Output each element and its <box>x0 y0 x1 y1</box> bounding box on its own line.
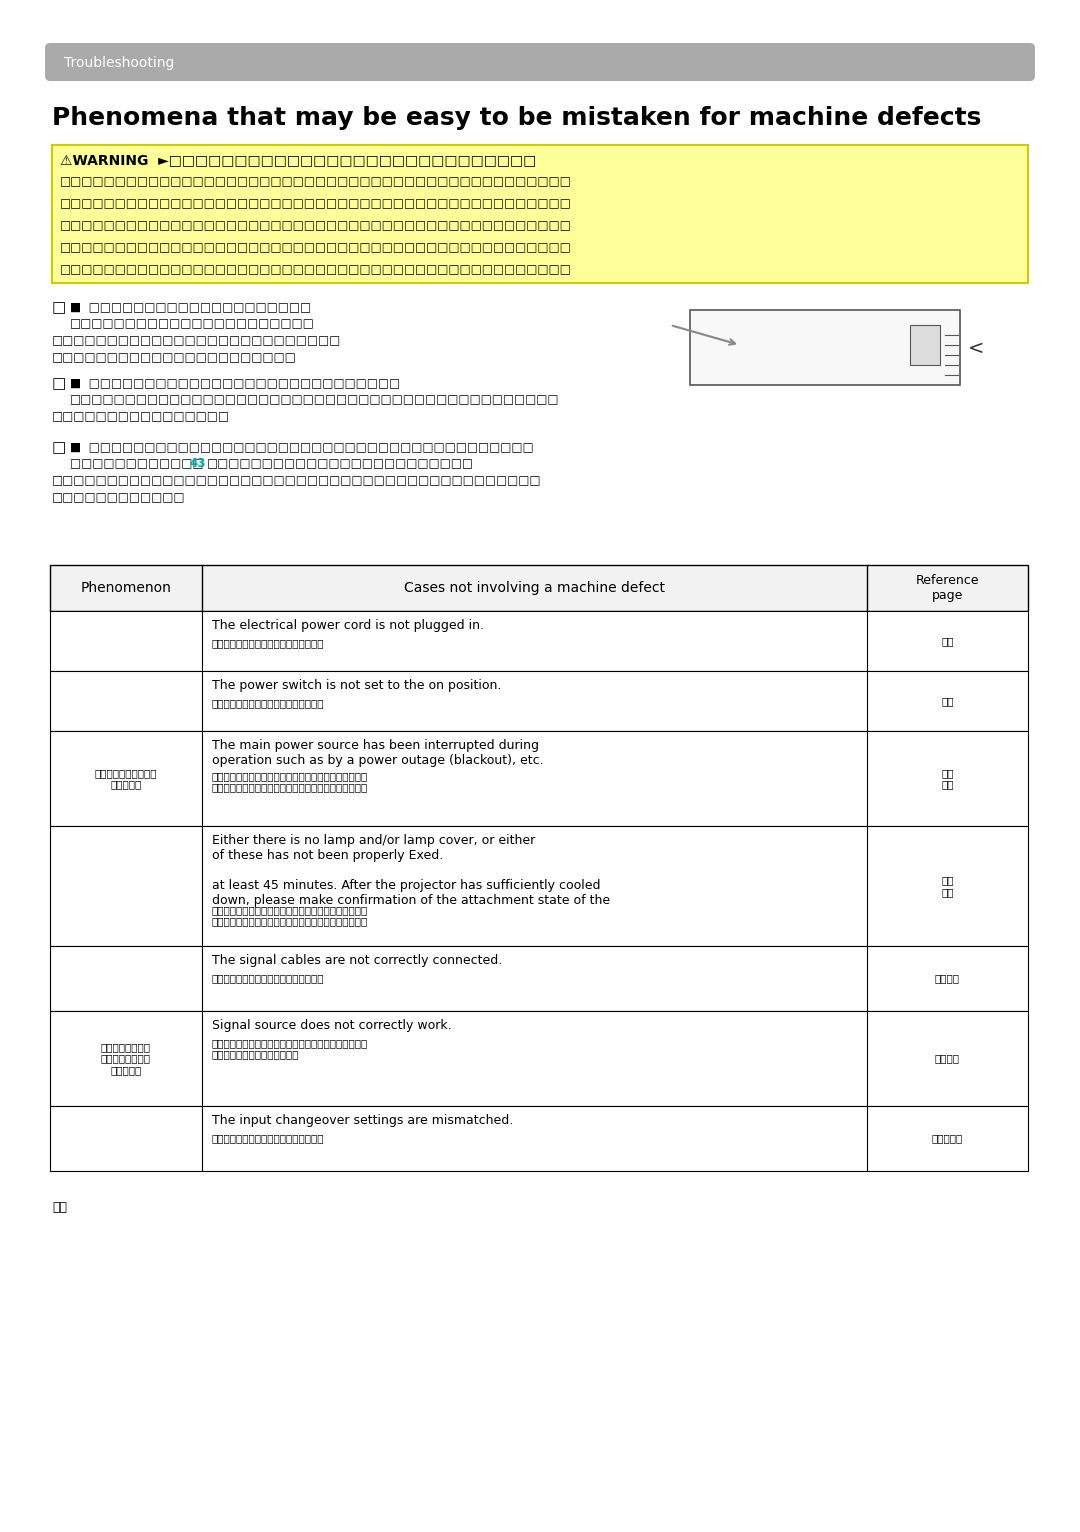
Text: The main power source has been interrupted during
operation such as by a power o: The main power source has been interrupt… <box>212 738 543 768</box>
Text: □□□□□□□□□□□□□□□□: □□□□□□□□□□□□□□□□ <box>52 411 230 423</box>
Bar <box>50 826 1028 945</box>
Text: 43: 43 <box>189 457 205 470</box>
Text: The signal cables are not correctly connected.: The signal cables are not correctly conn… <box>212 954 502 967</box>
Text: □□□□□□□□□□□□□□□□□□□□□□□□□□□□□□□□□□□□□□□□□□□□□□: □□□□□□□□□□□□□□□□□□□□□□□□□□□□□□□□□□□□□□□□… <box>60 198 571 210</box>
Bar <box>50 671 1028 731</box>
Bar <box>50 565 1028 611</box>
Text: Troubleshooting: Troubleshooting <box>64 57 174 70</box>
Text: □□□□□□□□□□□□□□□□□□□□□□: □□□□□□□□□□□□□□□□□□□□□□ <box>70 317 314 329</box>
Text: □: □ <box>52 300 66 316</box>
Text: ⚠WARNING  ►□□□□□□□□□□□□□□□□□□□□□□□□□□□□: ⚠WARNING ►□□□□□□□□□□□□□□□□□□□□□□□□□□□□ <box>60 153 537 167</box>
Text: Phenomena that may be easy to be mistaken for machine defects: Phenomena that may be easy to be mistake… <box>52 106 982 130</box>
Text: <: < <box>968 339 984 357</box>
FancyBboxPatch shape <box>45 43 1035 81</box>
Text: □□□□□□□□□□□□□□□□□□□□□□□□□□□□□□□□□□□□□□□□□□□□□□: □□□□□□□□□□□□□□□□□□□□□□□□□□□□□□□□□□□□□□□□… <box>60 264 571 276</box>
Text: Either there is no lamp and/or lamp cover, or either
of these has not been prope: Either there is no lamp and/or lamp cove… <box>212 833 610 907</box>
Bar <box>50 1106 1028 1170</box>
Bar <box>50 945 1028 1011</box>
Text: The power switch is not set to the on position.: The power switch is not set to the on po… <box>212 679 501 692</box>
Text: □□□□□□□□□□□□: □□□□□□□□□□□□ <box>52 490 186 504</box>
Text: Reference
page: Reference page <box>916 574 980 602</box>
Bar <box>52 146 1028 283</box>
Text: □: □ <box>52 375 66 391</box>
Text: ■  □□□□□□□□□□□□□□□□□□□□□□□□□□□□□□□□□□□□□□□□: ■ □□□□□□□□□□□□□□□□□□□□□□□□□□□□□□□□□□□□□□… <box>70 440 534 453</box>
Text: □□□□□□□□□□□□□□□□□□□□□□: □□□□□□□□□□□□□□□□□□□□□□ <box>52 351 297 365</box>
Text: □□□□□□□□□□□□□□□□□□□□□□□□□□□□□□□□□□□□□□□□□□□□□□: □□□□□□□□□□□□□□□□□□□□□□□□□□□□□□□□□□□□□□□□… <box>60 175 571 188</box>
Text: □□□□□□□□□□□□□□□□□□□□□□□□□□□□□□□□□□□□□□□□□□□□□□: □□□□□□□□□□□□□□□□□□□□□□□□□□□□□□□□□□□□□□□□… <box>60 219 571 231</box>
Text: □□□□□□□□□□□□□□□□□□□□□□□□: □□□□□□□□□□□□□□□□□□□□□□□□ <box>207 457 474 470</box>
Text: ■  □□□□□□□□□□□□□□□□□□□□□□□□□□□□: ■ □□□□□□□□□□□□□□□□□□□□□□□□□□□□ <box>70 375 400 389</box>
Text: Signal source does not correctly work.: Signal source does not correctly work. <box>212 1019 451 1033</box>
Text: □□□□□□□□□□□□: □□□□□□□□□□□□ <box>70 457 211 470</box>
Bar <box>50 1011 1028 1106</box>
Text: □□□□□□□□□□□□□□□□□□□□□□□□□□: □□□□□□□□□□□□□□□□□□□□□□□□□□ <box>52 334 341 348</box>
Bar <box>690 309 960 385</box>
Bar <box>50 731 1028 826</box>
Text: □□□□□□□□□□□□□□□□□□□□□□□□□□□□□□□□□□□□□□□□□□□□: □□□□□□□□□□□□□□□□□□□□□□□□□□□□□□□□□□□□□□□□… <box>70 394 559 406</box>
Text: The electrical power cord is not plugged in.: The electrical power cord is not plugged… <box>212 619 484 633</box>
Text: □□□□□□□□□□□□□□□□□□□□□□□□□□□□□□□□□□□□□□□□□□□□: □□□□□□□□□□□□□□□□□□□□□□□□□□□□□□□□□□□□□□□□… <box>52 473 541 487</box>
Text: □□□□□□□□□□□□□□□□□□□□□□□□□□□□□□□□□□□□□□□□□□□□□□: □□□□□□□□□□□□□□□□□□□□□□□□□□□□□□□□□□□□□□□□… <box>60 241 571 254</box>
Bar <box>50 611 1028 671</box>
Text: The input changeover settings are mismatched.: The input changeover settings are mismat… <box>212 1114 513 1128</box>
Text: □: □ <box>52 440 66 455</box>
Text: ■  □□□□□□□□□□□□□□□□□□□□: ■ □□□□□□□□□□□□□□□□□□□□ <box>70 300 311 313</box>
Text: Cases not involving a machine defect: Cases not involving a machine defect <box>404 581 664 594</box>
Text: Phenomenon: Phenomenon <box>80 581 172 594</box>
Bar <box>910 325 940 365</box>
